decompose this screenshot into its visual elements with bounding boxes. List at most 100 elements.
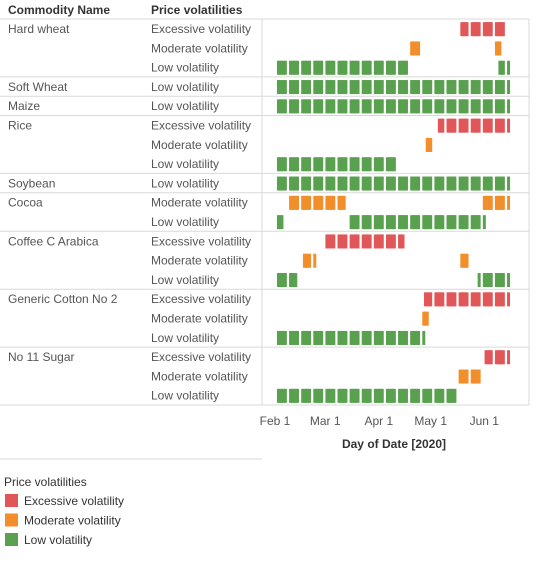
mark-hard-wheat-low-volatility [302, 60, 306, 75]
header-commodity-name: Commodity Name [8, 3, 110, 17]
mark-hard-wheat-excessive-volatility [475, 22, 479, 37]
mark-cocoa-low-volatility [465, 215, 469, 230]
mark-soft-wheat-low-volatility [424, 80, 428, 95]
mark-soybean-low-volatility [332, 176, 336, 191]
mark-no-11-sugar-low-volatility [387, 388, 391, 403]
level-label: Moderate volatility [151, 41, 248, 55]
mark-soybean-low-volatility [290, 176, 294, 191]
mark-coffee-c-arabica-excessive-volatility [351, 234, 355, 249]
mark-rice-low-volatility [325, 157, 329, 172]
x-tick-label: Mar 1 [310, 414, 341, 428]
mark-no-11-sugar-low-volatility [404, 388, 408, 403]
mark-cocoa-moderate-volatility [290, 195, 294, 210]
level-label: Moderate volatility [151, 312, 248, 326]
mark-cocoa-low-volatility [349, 215, 353, 230]
mark-maize-low-volatility [474, 99, 478, 114]
mark-soybean-low-volatility [380, 176, 384, 191]
mark-cocoa-low-volatility [448, 215, 452, 230]
mark-soybean-low-volatility [356, 176, 360, 191]
mark-soft-wheat-low-volatility [356, 80, 360, 95]
mark-no-11-sugar-low-volatility [337, 388, 341, 403]
mark-cocoa-low-volatility [458, 215, 462, 230]
mark-soybean-low-volatility [351, 176, 355, 191]
mark-hard-wheat-excessive-volatility [460, 22, 464, 37]
mark-soybean-low-volatility [302, 176, 306, 191]
mark-rice-excessive-volatility [446, 118, 450, 133]
mark-no-11-sugar-low-volatility [308, 388, 312, 403]
mark-rice-excessive-volatility [458, 118, 462, 133]
commodity-label-cocoa: Cocoa [8, 196, 43, 210]
mark-no-11-sugar-low-volatility [306, 388, 310, 403]
mark-cocoa-moderate-volatility [498, 195, 502, 210]
mark-maize-low-volatility [422, 99, 426, 114]
mark-no-11-sugar-moderate-volatility [463, 369, 467, 384]
mark-soft-wheat-low-volatility [439, 80, 443, 95]
mark-coffee-c-arabica-low-volatility [507, 273, 511, 288]
mark-soybean-low-volatility [339, 176, 343, 191]
mark-generic-cotton-no-2-excessive-volatility [501, 292, 505, 307]
level-label: Low volatility [151, 176, 219, 190]
mark-rice-low-volatility [290, 157, 294, 172]
mark-hard-wheat-low-volatility [292, 60, 296, 75]
mark-rice-low-volatility [301, 157, 305, 172]
mark-cocoa-low-volatility [276, 215, 280, 230]
mark-maize-low-volatility [282, 99, 286, 114]
mark-soft-wheat-low-volatility [429, 80, 433, 95]
mark-generic-cotton-no-2-low-volatility [340, 330, 344, 345]
mark-soybean-low-volatility [278, 176, 282, 191]
mark-maize-low-volatility [363, 99, 367, 114]
mark-generic-cotton-no-2-low-volatility [332, 330, 336, 345]
mark-rice-excessive-volatility [448, 118, 452, 133]
mark-hard-wheat-low-volatility [349, 60, 353, 75]
mark-soft-wheat-low-volatility [278, 80, 282, 95]
mark-rice-low-volatility [366, 157, 370, 172]
mark-no-11-sugar-excessive-volatility [488, 350, 492, 365]
mark-soft-wheat-low-volatility [353, 80, 357, 95]
mark-no-11-sugar-low-volatility [453, 388, 457, 403]
mark-maize-low-volatility [375, 99, 379, 114]
mark-soft-wheat-low-volatility [474, 80, 478, 95]
mark-coffee-c-arabica-low-volatility [276, 273, 280, 288]
mark-maize-low-volatility [325, 99, 329, 114]
mark-generic-cotton-no-2-low-volatility [401, 330, 405, 345]
mark-coffee-c-arabica-low-volatility [280, 273, 284, 288]
mark-soybean-low-volatility [415, 176, 419, 191]
mark-rice-excessive-volatility [465, 118, 469, 133]
mark-soft-wheat-low-volatility [482, 80, 486, 95]
mark-rice-low-volatility [328, 157, 332, 172]
mark-generic-cotton-no-2-low-volatility [330, 330, 334, 345]
mark-maize-low-volatility [290, 99, 294, 114]
mark-soybean-low-volatility [472, 176, 476, 191]
mark-generic-cotton-no-2-excessive-volatility [488, 292, 492, 307]
mark-cocoa-low-volatility [404, 215, 408, 230]
mark-rice-low-volatility [308, 157, 312, 172]
mark-soybean-low-volatility [507, 176, 511, 191]
mark-generic-cotton-no-2-excessive-volatility [437, 292, 441, 307]
mark-generic-cotton-no-2-excessive-volatility [425, 292, 429, 307]
mark-hard-wheat-low-volatility [401, 60, 405, 75]
mark-hard-wheat-low-volatility [325, 60, 329, 75]
mark-cocoa-low-volatility [453, 215, 457, 230]
mark-coffee-c-arabica-excessive-volatility [387, 234, 391, 249]
mark-coffee-c-arabica-excessive-volatility [398, 234, 402, 249]
mark-maize-low-volatility [349, 99, 353, 114]
mark-cocoa-low-volatility [482, 215, 486, 230]
mark-cocoa-low-volatility [463, 215, 467, 230]
mark-no-11-sugar-moderate-volatility [475, 369, 479, 384]
mark-hard-wheat-low-volatility [365, 60, 369, 75]
mark-soft-wheat-low-volatility [392, 80, 396, 95]
mark-soybean-low-volatility [366, 176, 370, 191]
mark-cocoa-moderate-volatility [507, 195, 511, 210]
mark-soft-wheat-low-volatility [313, 80, 317, 95]
mark-soybean-low-volatility [391, 176, 395, 191]
mark-coffee-c-arabica-low-volatility [477, 273, 481, 288]
mark-hard-wheat-low-volatility [306, 60, 310, 75]
mark-cocoa-low-volatility [380, 215, 384, 230]
mark-hard-wheat-low-volatility [404, 60, 408, 75]
mark-soybean-low-volatility [451, 176, 455, 191]
mark-no-11-sugar-low-volatility [342, 388, 346, 403]
mark-soybean-low-volatility [373, 176, 377, 191]
mark-generic-cotton-no-2-low-volatility [313, 330, 317, 345]
mark-maize-low-volatility [411, 99, 415, 114]
